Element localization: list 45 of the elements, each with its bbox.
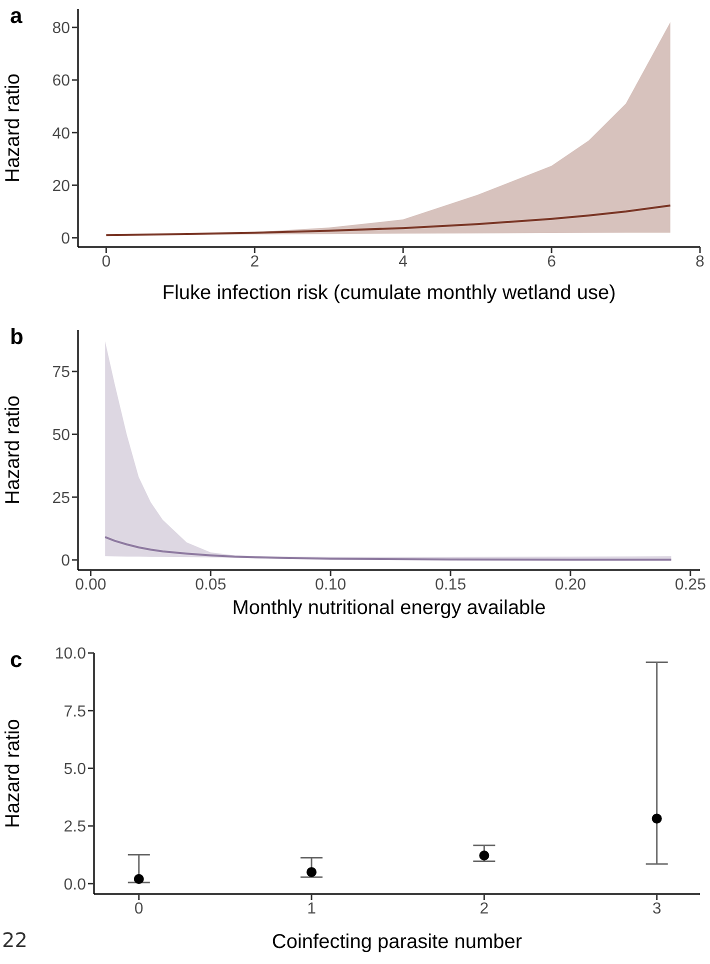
point [134,874,144,884]
x-tick-label: 0.10 [315,576,346,594]
y-tick-label: 50 [52,426,70,444]
y-axis-title: Hazard ratio [2,719,24,828]
x-tick-label: 0.20 [554,576,586,594]
y-tick-label: 80 [52,20,70,38]
x-tick-label: 0.05 [195,576,226,594]
x-tick-label: 8 [696,253,705,270]
x-axis-title: Coinfecting parasite number [272,931,522,953]
x-tick-label: 0.00 [75,576,106,594]
text: 22 [2,928,28,952]
x-tick-label: 3 [652,900,662,918]
y-tick-label: 75 [52,364,70,382]
x-tick-label: 0 [102,253,111,270]
y-tick-label: 5.0 [64,760,86,778]
y-tick-label: 2.5 [64,818,86,836]
y-axis-title: Hazard ratio [2,396,24,504]
x-tick-label: 0.25 [674,576,706,594]
x-tick-label: 2 [480,900,489,918]
line-series [105,204,672,236]
line-series [104,536,672,561]
y-tick-label: 0 [61,230,70,248]
y-tick-label: 10.0 [54,646,86,663]
y-tick-label: 60 [52,72,70,90]
x-tick-label: 4 [398,253,408,270]
chart-title: b [10,324,24,350]
y-axis-title: Hazard ratio [2,74,24,182]
y-tick-label: 7.5 [64,703,86,720]
chart-title: c [10,647,22,673]
x-axis-title: Fluke infection risk (cumulate monthly wetland use) [162,282,616,304]
x-tick-label: 1 [307,900,316,918]
y-tick-label: 0 [61,552,70,570]
x-tick-label: 6 [547,253,556,270]
x-tick-label: 0.15 [434,576,466,594]
point [306,867,317,878]
x-tick-label: 2 [250,253,260,270]
chart-title: a [10,3,22,29]
point [652,814,662,824]
point [479,850,490,860]
y-tick-label: 25 [52,490,70,507]
y-tick-label: 40 [52,125,70,142]
y-tick-label: 0.0 [64,876,86,894]
x-tick-label: 0 [134,900,144,918]
x-axis-title: Monthly nutritional energy available [232,597,546,619]
y-tick-label: 20 [52,178,70,195]
